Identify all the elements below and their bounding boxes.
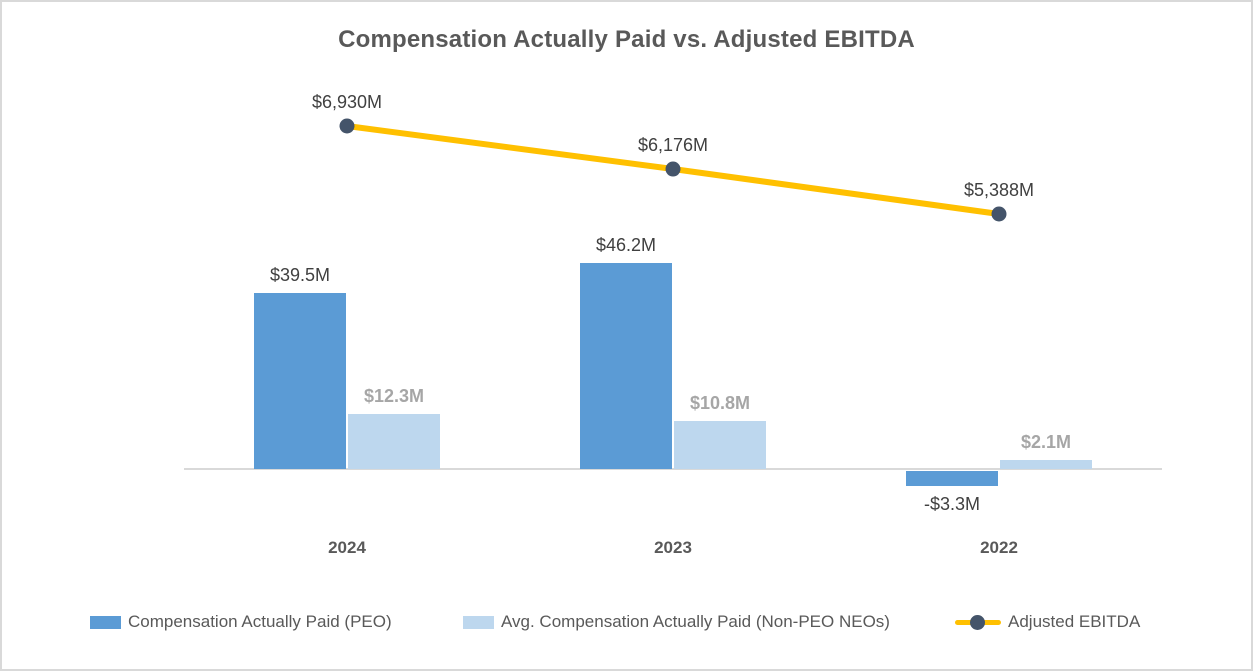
ebitda-line-swatch (955, 614, 1001, 630)
non-peo-bar-2023[interactable] (674, 420, 766, 469)
peo-bar-2023[interactable] (580, 262, 672, 469)
x-axis-label-2022: 2022 (980, 538, 1018, 557)
peo-bar-2024[interactable] (254, 292, 346, 469)
non-peo-bar-2022[interactable] (1000, 459, 1092, 469)
bar-data-label: $46.2M (595, 234, 657, 255)
bar-data-label: $2.1M (1020, 431, 1072, 452)
peo-bar-2022[interactable] (906, 471, 998, 486)
ebitda-marker-icon (970, 614, 985, 630)
x-axis-line (184, 468, 1162, 470)
legend-label-peo: Compensation Actually Paid (PEO) (128, 612, 392, 631)
bar-data-label: $39.5M (269, 264, 331, 285)
line-data-label: $5,388M (963, 180, 1035, 200)
bar-data-label: $12.3M (363, 386, 425, 407)
bar-data-label: $10.8M (689, 392, 751, 413)
line-data-label: $6,176M (637, 135, 709, 156)
x-axis-label-2024: 2024 (328, 538, 366, 557)
legend-item-non-peo[interactable]: Avg. Compensation Actually Paid (Non-PEO… (463, 612, 890, 632)
non-peo-bar-2024[interactable] (348, 414, 440, 469)
non-peo-bar-swatch (463, 615, 494, 629)
peo-bar-swatch (90, 615, 121, 629)
x-axis-label-2023: 2023 (654, 538, 692, 557)
chart-title: Compensation Actually Paid vs. Adjusted … (338, 26, 915, 53)
bar-data-label: -$3.3M (923, 493, 981, 514)
legend-label-ebitda: Adjusted EBITDA (1008, 612, 1141, 631)
legend-item-peo[interactable]: Compensation Actually Paid (PEO) (90, 612, 392, 632)
line-data-label: $6,930M (311, 92, 383, 112)
legend-label-non-peo: Avg. Compensation Actually Paid (Non-PEO… (501, 612, 890, 631)
legend-item-ebitda[interactable]: Adjusted EBITDA (955, 612, 1140, 632)
